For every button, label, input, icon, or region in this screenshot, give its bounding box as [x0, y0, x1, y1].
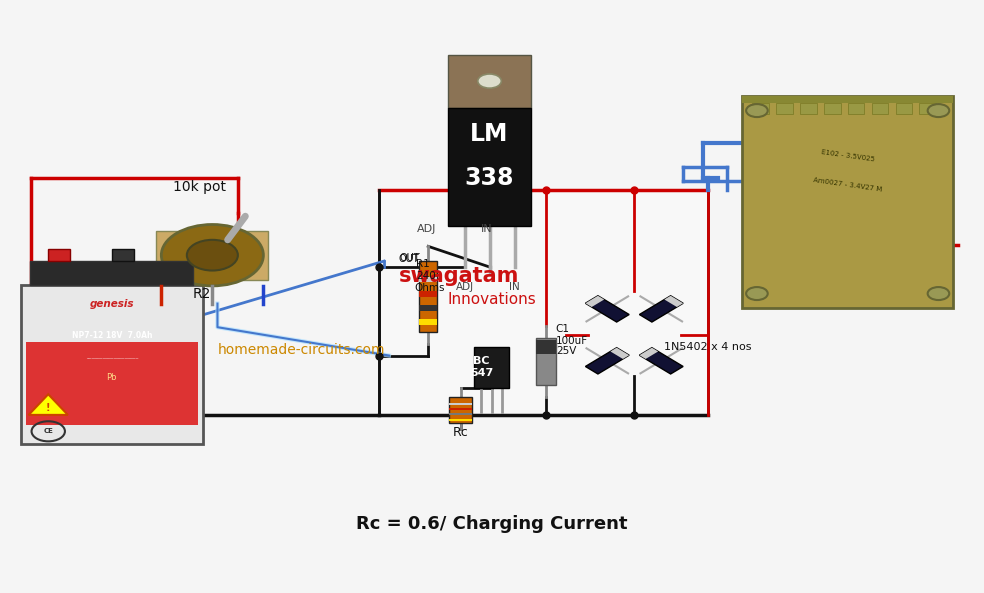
Bar: [824, 103, 840, 113]
Bar: [449, 397, 472, 423]
Circle shape: [928, 287, 950, 300]
Text: LM: LM: [470, 122, 509, 146]
Circle shape: [161, 225, 264, 286]
Bar: [585, 296, 604, 307]
Bar: [536, 338, 556, 385]
Text: 547: 547: [470, 368, 493, 378]
Bar: [872, 103, 889, 113]
Bar: [640, 296, 683, 322]
Text: Rc = 0.6/ Charging Current: Rc = 0.6/ Charging Current: [356, 515, 628, 533]
Bar: [156, 231, 269, 280]
Text: CE: CE: [43, 428, 53, 434]
Text: ADJ: ADJ: [416, 224, 436, 234]
Bar: [449, 413, 472, 416]
Circle shape: [746, 104, 768, 117]
Bar: [21, 285, 203, 444]
Text: 240: 240: [416, 271, 436, 281]
Bar: [752, 103, 769, 113]
Bar: [379, 190, 707, 415]
Text: homemade-circuits.com: homemade-circuits.com: [217, 343, 385, 356]
Bar: [640, 347, 683, 374]
Circle shape: [478, 74, 501, 88]
Bar: [640, 347, 658, 359]
Text: Ohms: Ohms: [414, 283, 445, 293]
Circle shape: [928, 104, 950, 117]
Bar: [919, 103, 936, 113]
Bar: [419, 305, 437, 311]
Text: ___________________: ___________________: [86, 354, 138, 359]
Text: R2: R2: [193, 286, 212, 301]
Bar: [776, 103, 793, 113]
Text: 1N5402 x 4 nos: 1N5402 x 4 nos: [664, 342, 751, 352]
Text: 25V: 25V: [556, 346, 577, 356]
Bar: [26, 342, 198, 425]
Bar: [847, 103, 864, 113]
Bar: [742, 96, 953, 308]
Text: IN: IN: [509, 282, 520, 292]
Bar: [419, 277, 437, 282]
Text: OUT: OUT: [399, 254, 419, 264]
Text: Am0027 - 3.4V27 M: Am0027 - 3.4V27 M: [813, 177, 883, 193]
Bar: [449, 419, 472, 421]
Text: Pb: Pb: [106, 372, 117, 382]
Bar: [112, 249, 134, 261]
Bar: [419, 319, 437, 325]
Bar: [448, 55, 531, 107]
Bar: [536, 340, 556, 355]
Circle shape: [746, 287, 768, 300]
Bar: [419, 291, 437, 296]
Text: swagatam: swagatam: [399, 266, 520, 286]
Bar: [449, 408, 472, 410]
Bar: [895, 103, 912, 113]
Bar: [449, 403, 472, 405]
Text: NP7-12 18V  7.0Ah: NP7-12 18V 7.0Ah: [72, 331, 152, 340]
Text: IN: IN: [481, 224, 493, 234]
Text: R1: R1: [416, 259, 430, 269]
Bar: [585, 296, 629, 322]
Text: !: !: [46, 403, 50, 413]
Bar: [419, 261, 437, 332]
Text: Innovations: Innovations: [448, 292, 536, 307]
Text: C1: C1: [556, 324, 570, 334]
Bar: [474, 347, 509, 388]
Bar: [800, 103, 817, 113]
Bar: [448, 107, 531, 226]
Text: 10k pot: 10k pot: [173, 180, 226, 195]
Text: OUT: OUT: [400, 253, 420, 263]
Circle shape: [187, 240, 238, 270]
Text: E102 - 3.5V025: E102 - 3.5V025: [821, 149, 875, 162]
Bar: [31, 261, 194, 285]
Text: BC: BC: [473, 356, 490, 366]
Bar: [610, 347, 629, 359]
Bar: [48, 249, 70, 261]
Bar: [585, 347, 629, 374]
Text: 338: 338: [464, 167, 515, 190]
Text: Rc: Rc: [453, 426, 468, 439]
Bar: [664, 296, 683, 307]
Text: ADJ: ADJ: [456, 282, 473, 292]
Text: genesis: genesis: [90, 299, 134, 309]
Bar: [742, 96, 953, 103]
Text: 100uF: 100uF: [556, 336, 587, 346]
Polygon shape: [29, 394, 68, 415]
